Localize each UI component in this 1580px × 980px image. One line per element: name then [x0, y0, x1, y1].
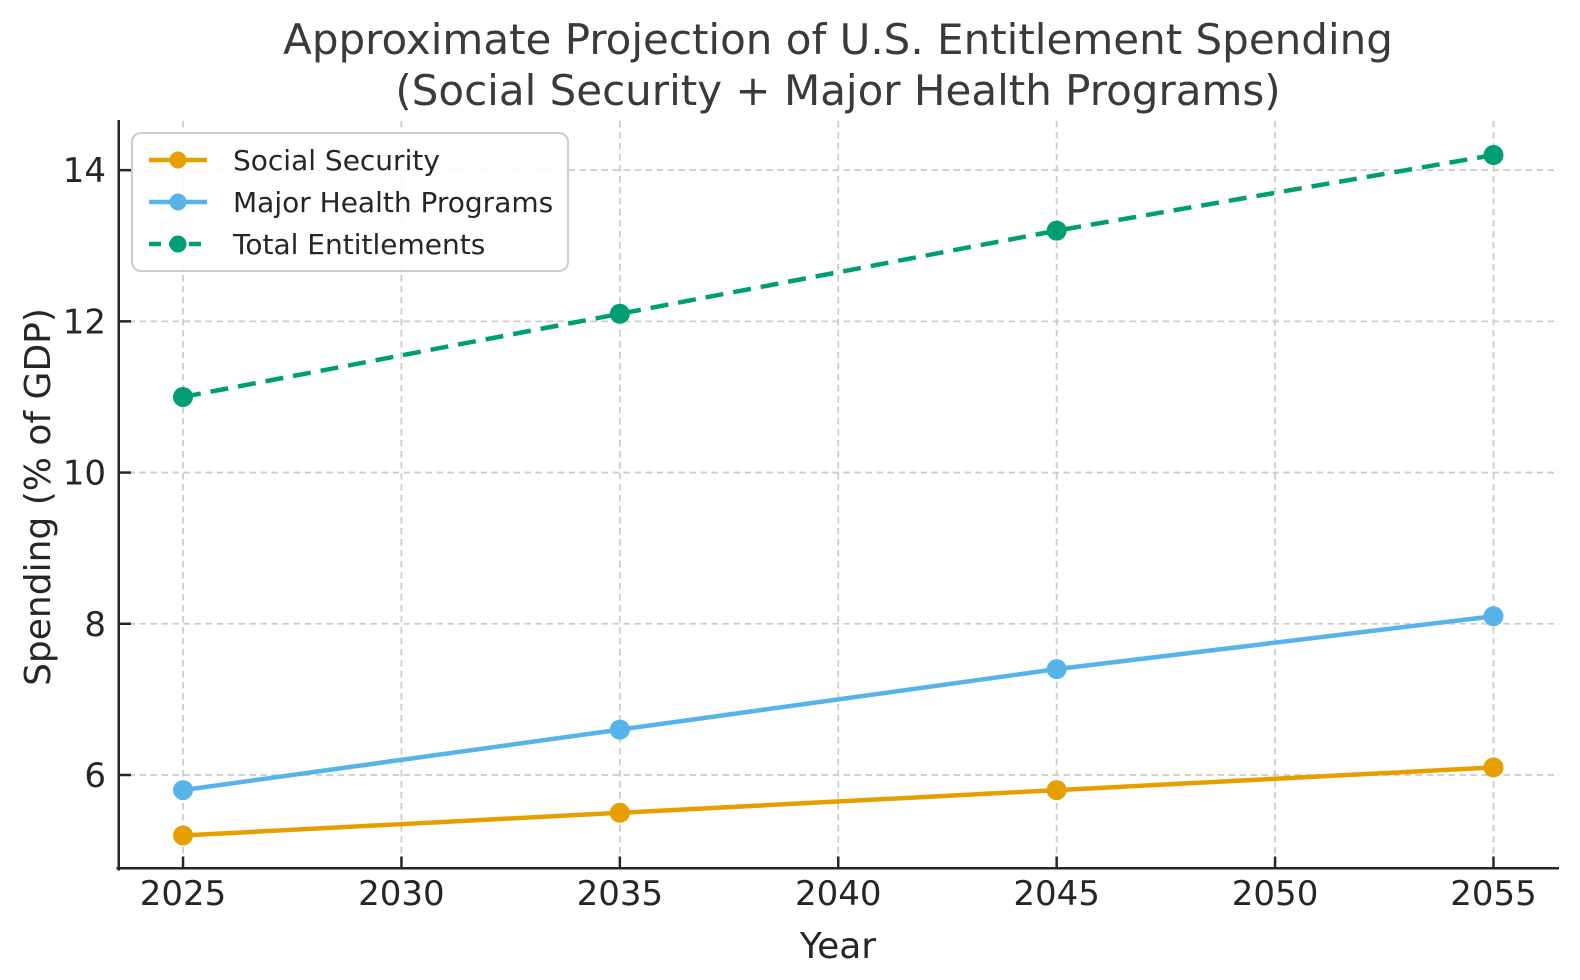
data-point-major-health-programs-2035 [609, 719, 630, 740]
legend-sample-marker [169, 151, 187, 169]
legend-line-sample-major-health-programs [149, 193, 207, 211]
legend-sample-marker [169, 235, 187, 253]
data-point-social-security-2045 [1046, 780, 1067, 801]
legend-sample-marker [169, 193, 187, 211]
series-line-major-health-programs [182, 613, 1494, 793]
y-tick-label-12: 12 [63, 302, 106, 342]
y-tick-label-14: 14 [63, 151, 106, 191]
legend-label: Major Health Programs [233, 185, 554, 219]
legend-line-sample-total-entitlements [149, 235, 207, 253]
chart-title: Approximate Projection of U.S. Entitleme… [117, 14, 1559, 116]
x-tick-label-2040: 2040 [795, 874, 882, 914]
x-tick-label-2025: 2025 [140, 874, 227, 914]
data-point-major-health-programs-2055 [1483, 606, 1504, 627]
y-tick-label-10: 10 [63, 454, 106, 494]
data-point-social-security-2035 [609, 802, 630, 823]
x-tick-label-2045: 2045 [1013, 874, 1100, 914]
data-point-major-health-programs-2025 [173, 780, 194, 801]
data-point-total-entitlements-2025 [173, 386, 194, 407]
data-point-social-security-2025 [173, 825, 194, 846]
x-tick-label-2030: 2030 [358, 874, 445, 914]
legend-line-sample-social-security [149, 151, 207, 169]
legend-item-total-entitlements: Total Entitlements [147, 223, 553, 265]
data-point-social-security-2055 [1483, 757, 1504, 778]
data-point-total-entitlements-2045 [1046, 220, 1067, 241]
x-tick-label-2035: 2035 [577, 874, 664, 914]
x-axis-label: Year [799, 926, 877, 967]
y-tick-label-8: 8 [84, 605, 106, 645]
series-line-social-security [182, 765, 1494, 838]
chart-title-line2: (Social Security + Major Health Programs… [395, 66, 1281, 115]
x-tick-label-2055: 2055 [1450, 874, 1537, 914]
x-tick-label-2050: 2050 [1232, 874, 1319, 914]
legend-label: Social Security [233, 143, 440, 177]
legend-item-social-security: Social Security [147, 139, 553, 181]
legend-item-major-health-programs: Major Health Programs [147, 181, 553, 223]
chart-title-line1: Approximate Projection of U.S. Entitleme… [283, 15, 1393, 64]
legend: Social Security Major Health Programs Tota… [131, 132, 570, 272]
data-point-major-health-programs-2045 [1046, 659, 1067, 680]
legend-label: Total Entitlements [233, 227, 486, 261]
data-point-total-entitlements-2035 [609, 303, 630, 324]
y-axis-label: Spending (% of GDP) [18, 308, 59, 686]
y-tick-label-6: 6 [84, 756, 106, 796]
data-point-total-entitlements-2055 [1483, 145, 1504, 166]
